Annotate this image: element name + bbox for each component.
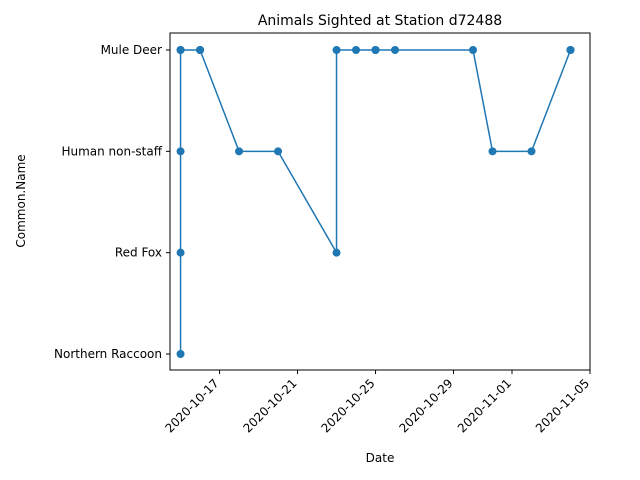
chart-title: Animals Sighted at Station d72488 [258,13,502,29]
x-tick-label: 2020-11-05 [533,376,592,435]
data-point [274,147,283,156]
data-point [235,147,244,156]
y-tick-label: Mule Deer [101,43,162,57]
y-tick-label: Northern Raccoon [54,347,162,361]
data-point [332,46,341,54]
axes-frame [169,32,591,371]
data-point [176,350,185,358]
data-point [196,46,205,54]
x-axis-ticks: 2020-10-17 2020-10-21 2020-10-25 2020-10-29… [162,370,592,435]
x-tick-label: 2020-10-17 [162,376,221,435]
x-tick-label: 2020-10-29 [396,376,455,435]
data-point [352,46,361,54]
data-point [566,46,575,54]
data-point [469,46,478,54]
x-tick-label: 2020-11-01 [455,376,514,435]
x-tick-label: 2020-10-25 [318,376,377,435]
y-tick-label: Human non-staff [61,144,162,158]
x-axis-label: Date [366,451,395,465]
plot-area [176,46,575,358]
data-point [176,147,185,156]
y-tick-label: Red Fox [115,246,162,260]
data-point [527,147,536,156]
data-point [176,248,185,257]
data-point [332,248,341,257]
data-point [391,46,400,54]
x-tick-label: 2020-10-21 [240,376,299,435]
data-point [488,147,497,156]
y-axis-ticks: Northern Raccoon Red Fox Human non-staff Mu… [54,43,170,361]
data-point [371,46,380,54]
series-line [179,49,572,354]
y-axis-label: Common.Name [14,154,28,247]
data-point [176,46,185,54]
